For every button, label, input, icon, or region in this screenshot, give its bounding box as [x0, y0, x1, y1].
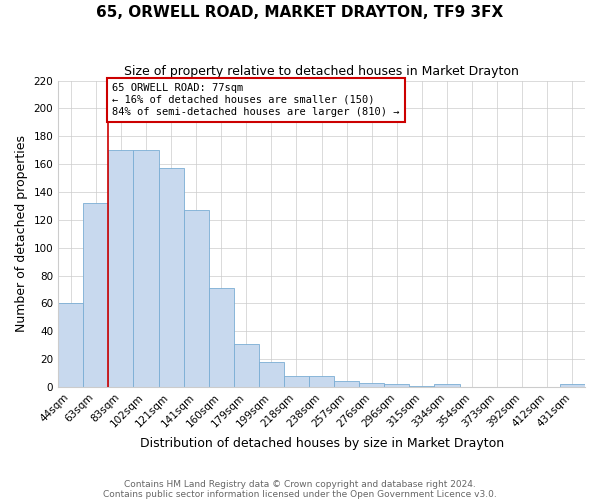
- Y-axis label: Number of detached properties: Number of detached properties: [15, 136, 28, 332]
- Text: Contains HM Land Registry data © Crown copyright and database right 2024.
Contai: Contains HM Land Registry data © Crown c…: [103, 480, 497, 499]
- Bar: [409, 386, 434, 387]
- Bar: [359, 383, 385, 387]
- X-axis label: Distribution of detached houses by size in Market Drayton: Distribution of detached houses by size …: [140, 437, 503, 450]
- Bar: [209, 288, 234, 387]
- Bar: [284, 376, 309, 387]
- Bar: [133, 150, 158, 387]
- Bar: [158, 168, 184, 387]
- Bar: [434, 384, 460, 387]
- Bar: [234, 344, 259, 387]
- Bar: [83, 203, 109, 387]
- Bar: [58, 304, 83, 387]
- Bar: [184, 210, 209, 387]
- Bar: [259, 362, 284, 387]
- Bar: [309, 376, 334, 387]
- Bar: [109, 150, 133, 387]
- Bar: [334, 382, 359, 387]
- Bar: [560, 384, 585, 387]
- Text: 65 ORWELL ROAD: 77sqm
← 16% of detached houses are smaller (150)
84% of semi-det: 65 ORWELL ROAD: 77sqm ← 16% of detached …: [112, 84, 400, 116]
- Title: Size of property relative to detached houses in Market Drayton: Size of property relative to detached ho…: [124, 65, 519, 78]
- Bar: [385, 384, 409, 387]
- Text: 65, ORWELL ROAD, MARKET DRAYTON, TF9 3FX: 65, ORWELL ROAD, MARKET DRAYTON, TF9 3FX: [97, 5, 503, 20]
